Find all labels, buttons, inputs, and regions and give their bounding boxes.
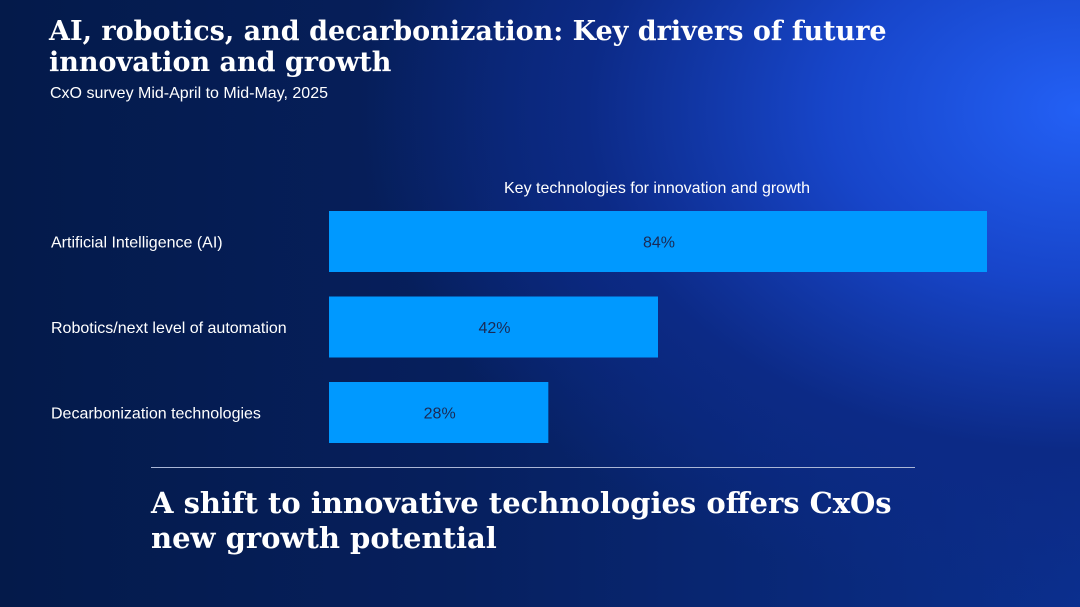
bar (329, 211, 987, 272)
category-label: Artificial Intelligence (AI) (51, 235, 223, 252)
divider-line (151, 467, 915, 468)
bar-value-label: 84% (643, 235, 675, 252)
bar (329, 296, 658, 358)
chart-title: Key technologies for innovation and grow… (504, 180, 810, 197)
bar (329, 382, 549, 443)
page-subtitle: CxO survey Mid-April to Mid-May, 2025 (50, 85, 328, 102)
category-label: Decarbonization technologies (51, 406, 261, 423)
takeaway-headline: A shift to innovative technologies offer… (151, 486, 892, 555)
page-title: AI, robotics, and decarbonization: Key d… (49, 16, 887, 78)
bar-value-label: 42% (478, 320, 510, 337)
category-label: Robotics/next level of automation (51, 320, 287, 337)
bar-value-label: 28% (424, 406, 456, 423)
